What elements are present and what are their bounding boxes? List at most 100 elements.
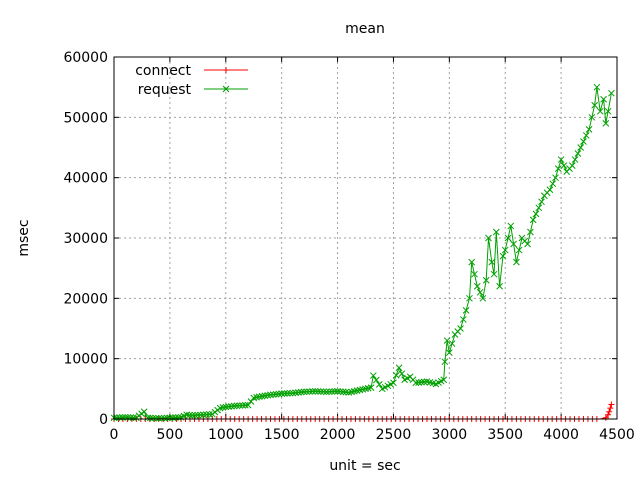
request-point <box>492 228 500 236</box>
request-point <box>331 388 339 395</box>
chart-title: mean <box>345 21 385 37</box>
plot-frame <box>113 56 618 420</box>
request-point <box>297 388 305 396</box>
y-tick-label: 0 <box>99 412 108 428</box>
request-point <box>149 414 157 422</box>
request-point <box>574 150 582 157</box>
request-point <box>261 392 269 400</box>
request-point <box>203 411 210 418</box>
request-point <box>468 258 476 266</box>
request-point <box>420 378 428 386</box>
request-point <box>552 174 559 182</box>
request-point <box>228 402 235 410</box>
request-point <box>549 180 557 188</box>
request-point <box>395 364 403 372</box>
request-point <box>490 270 498 278</box>
request-point <box>309 388 316 395</box>
request-point <box>158 414 165 422</box>
ticks-layer: 0 500 1000 1500 2000 2500 3000 3500 4000 4500 0 100… <box>63 50 634 443</box>
request-point <box>144 414 151 422</box>
request-point <box>602 120 610 127</box>
legend-label-connect: connect <box>135 63 191 79</box>
request-point <box>186 411 193 419</box>
request-point <box>440 376 448 384</box>
request-point <box>538 198 545 206</box>
request-point <box>501 246 509 254</box>
request-point <box>247 398 255 405</box>
request-point <box>325 388 333 396</box>
request-point <box>295 389 302 396</box>
request-point <box>267 391 274 399</box>
request-point <box>255 393 263 401</box>
y-axis-label: msec <box>16 219 32 256</box>
request-point <box>367 384 375 391</box>
series-request <box>110 83 615 422</box>
legend-marker-connect <box>223 67 229 73</box>
request-point <box>372 376 380 384</box>
request-point <box>146 414 154 422</box>
x-tick-label: 4000 <box>543 427 579 443</box>
request-point <box>169 414 177 421</box>
request-point <box>264 391 272 399</box>
request-point <box>608 89 615 97</box>
request-point <box>591 101 598 109</box>
request-point <box>166 414 174 422</box>
request-point <box>303 388 311 396</box>
request-point <box>140 408 148 416</box>
request-point <box>314 388 322 395</box>
connect-point <box>602 414 609 421</box>
request-point <box>283 390 291 397</box>
request-point <box>415 379 422 386</box>
request-point <box>292 389 299 397</box>
request-point <box>269 391 277 398</box>
request-point <box>441 358 449 366</box>
request-point <box>488 258 496 266</box>
x-tick-label: 4500 <box>599 427 635 443</box>
request-point <box>604 107 612 115</box>
request-point <box>510 240 517 248</box>
request-point <box>278 390 286 398</box>
request-point <box>311 387 319 395</box>
y-tick-label: 50000 <box>63 110 108 126</box>
request-point <box>289 389 297 397</box>
request-point <box>529 216 537 224</box>
request-point <box>580 138 587 145</box>
connect-point <box>607 405 614 412</box>
legend-marker-request <box>222 85 230 93</box>
request-point <box>286 389 294 397</box>
y-tick-label: 20000 <box>63 291 108 307</box>
request-point <box>457 325 464 332</box>
request-point <box>462 307 470 314</box>
request-point <box>398 370 406 378</box>
request-point <box>504 234 512 242</box>
request-point <box>546 186 554 194</box>
request-point <box>275 390 283 398</box>
request-point <box>183 411 191 419</box>
request-point <box>130 414 137 421</box>
legend-label-request: request <box>138 82 192 98</box>
request-point <box>577 144 585 151</box>
request-point <box>191 411 199 419</box>
request-point <box>369 372 377 379</box>
request-point <box>222 403 230 411</box>
connect-point <box>606 408 613 415</box>
request-point <box>515 246 523 254</box>
connect-point <box>608 401 615 408</box>
request-point <box>323 388 330 396</box>
request-point <box>320 388 327 396</box>
x-tick-label: 2000 <box>320 427 356 443</box>
request-point <box>560 162 568 169</box>
request-point <box>535 204 543 212</box>
request-point <box>596 107 604 115</box>
request-point <box>554 165 562 172</box>
request-point <box>390 379 397 387</box>
request-point <box>466 294 473 302</box>
request-point <box>300 388 308 396</box>
y-tick-label: 60000 <box>63 50 108 66</box>
legend: connect request <box>135 63 248 98</box>
legend-marker-request <box>222 85 230 93</box>
request-point <box>513 258 520 266</box>
request-point <box>328 388 336 395</box>
request-point <box>225 403 232 410</box>
